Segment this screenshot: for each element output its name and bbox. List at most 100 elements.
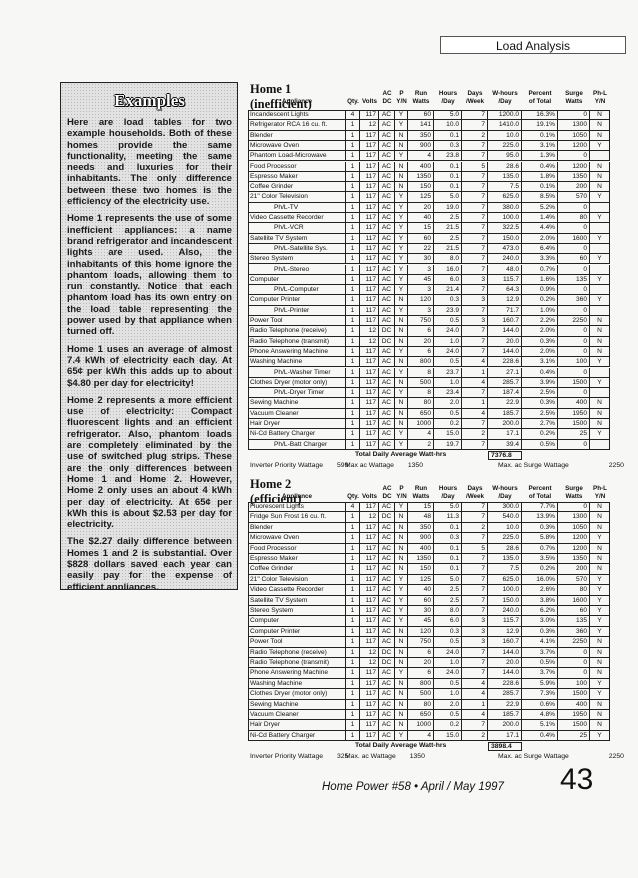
table-cell: 115.7 [488, 274, 522, 286]
table-cell: 117 [360, 585, 379, 596]
table-cell: 0.4% [522, 367, 558, 378]
table-cell: AC [379, 533, 395, 544]
table-cell: 12 [360, 336, 379, 347]
table-cell: Computer [248, 274, 346, 286]
table-cell: 1050 [558, 522, 590, 534]
table-cell: 0.3 [434, 533, 462, 544]
table-cell: 0.3 [434, 295, 462, 306]
table-cell: N [590, 346, 610, 358]
table-cell: 5 [462, 543, 488, 554]
table-cell: 1.6% [522, 274, 558, 286]
table-cell: 144.0 [488, 346, 522, 358]
column-header-line: Run [414, 90, 428, 97]
table-cell: 7 [462, 512, 488, 523]
table-cell: 1 [346, 233, 360, 244]
table-cell: AC [379, 720, 395, 731]
column-header: Percent of Total [522, 485, 558, 500]
table-cell [590, 439, 610, 450]
column-header: Surge Watts [558, 90, 590, 105]
table-cell: 0.5 [434, 357, 462, 368]
table-cell: 4.8% [522, 710, 558, 721]
table-cell: 10.0 [488, 522, 522, 534]
table-cell: Satellite TV System [248, 233, 346, 244]
note-label: Max. ac Surge Wattage [498, 753, 569, 761]
table-cell: 117 [360, 574, 379, 586]
table-cell: 0.5% [522, 658, 558, 669]
table-cell: 10.0 [488, 130, 522, 141]
table-cell: Y [395, 243, 408, 255]
table-cell: N [590, 658, 610, 669]
note-value: 325 [337, 753, 349, 761]
table-cell: 228.6 [488, 357, 522, 368]
table-cell: Phantom Load-Microwave [248, 151, 346, 162]
table-cell: 1 [346, 616, 360, 627]
table-cell: 6 [408, 326, 434, 337]
table-cell: 1 [346, 689, 360, 700]
table-cell: 7 [462, 243, 488, 255]
table-cell: N [395, 295, 408, 306]
table-cell: AC [379, 357, 395, 368]
column-header-line: Days [467, 90, 483, 97]
table-cell: 1 [346, 668, 360, 679]
table-cell: 17.1 [488, 429, 522, 440]
table-cell: 117 [360, 595, 379, 606]
table-cell [590, 202, 610, 213]
table-cell: 1 [346, 274, 360, 286]
table-cell: 7 [462, 346, 488, 358]
table-cell: 117 [360, 140, 379, 152]
table-cell: 0.1 [434, 182, 462, 193]
table-cell: 0.2 [434, 419, 462, 430]
table-cell: 7 [462, 285, 488, 296]
column-header: Days/Week [462, 90, 488, 105]
table-cell: 1350 [558, 554, 590, 565]
table-cell: 7.5 [488, 564, 522, 575]
table-cell: 1 [346, 295, 360, 306]
table-cell: 4 [462, 408, 488, 419]
table-cell: 120 [408, 626, 434, 638]
summary-note: Max. ac Surge Wattage 2250 [498, 462, 624, 469]
table-cell: 117 [360, 130, 379, 141]
table-cell: Blender [248, 522, 346, 534]
column-header: Hours/Day [434, 485, 462, 500]
table-cell: N [395, 182, 408, 193]
table-cell: 100.0 [488, 585, 522, 596]
table-cell: AC [379, 678, 395, 690]
table-cell: N [395, 564, 408, 575]
column-header-line: P [399, 90, 404, 97]
sidebar-paragraph: Here are load tables for two example hou… [67, 117, 232, 208]
table-cell: 60 [408, 110, 434, 121]
table-cell: 11.3 [434, 512, 462, 523]
table-cell: 4 [408, 151, 434, 162]
table-cell: 0.1 [434, 564, 462, 575]
table-cell: 0.2% [522, 564, 558, 575]
summary-note: Inverter Priority Wattage 325 [250, 753, 348, 760]
table-cell: 625.0 [488, 574, 522, 586]
table-cell: 39.4 [488, 439, 522, 450]
table-cell: 285.7 [488, 689, 522, 700]
table-cell: 185.7 [488, 710, 522, 721]
table-cell: 2.0 [434, 398, 462, 409]
table-cell: 7 [462, 647, 488, 658]
table-cell: 135 [558, 616, 590, 627]
table-cell: N [395, 161, 408, 172]
table-cell: 20 [408, 202, 434, 213]
table-cell: 1950 [558, 408, 590, 419]
table-cell: Y [395, 668, 408, 679]
table-cell: N [395, 554, 408, 565]
table-cell: N [590, 130, 610, 141]
table-cell: Y [590, 233, 610, 244]
page-number: 43 [560, 763, 594, 796]
table-cell: 117 [360, 522, 379, 534]
table-cell: Ph/L-Computer [248, 285, 346, 296]
table-cell: 0 [558, 202, 590, 213]
column-header-line: Qty. [347, 493, 359, 500]
table-cell: 117 [360, 699, 379, 710]
table-cell: 0 [558, 668, 590, 679]
table-cell: AC [379, 429, 395, 440]
table-cell: 144.0 [488, 647, 522, 658]
table-cell: N [395, 710, 408, 721]
table-cell: 12 [360, 120, 379, 131]
table-cell: AC [379, 408, 395, 419]
table-cell: Satellite TV System [248, 595, 346, 606]
table-cell: 117 [360, 223, 379, 234]
